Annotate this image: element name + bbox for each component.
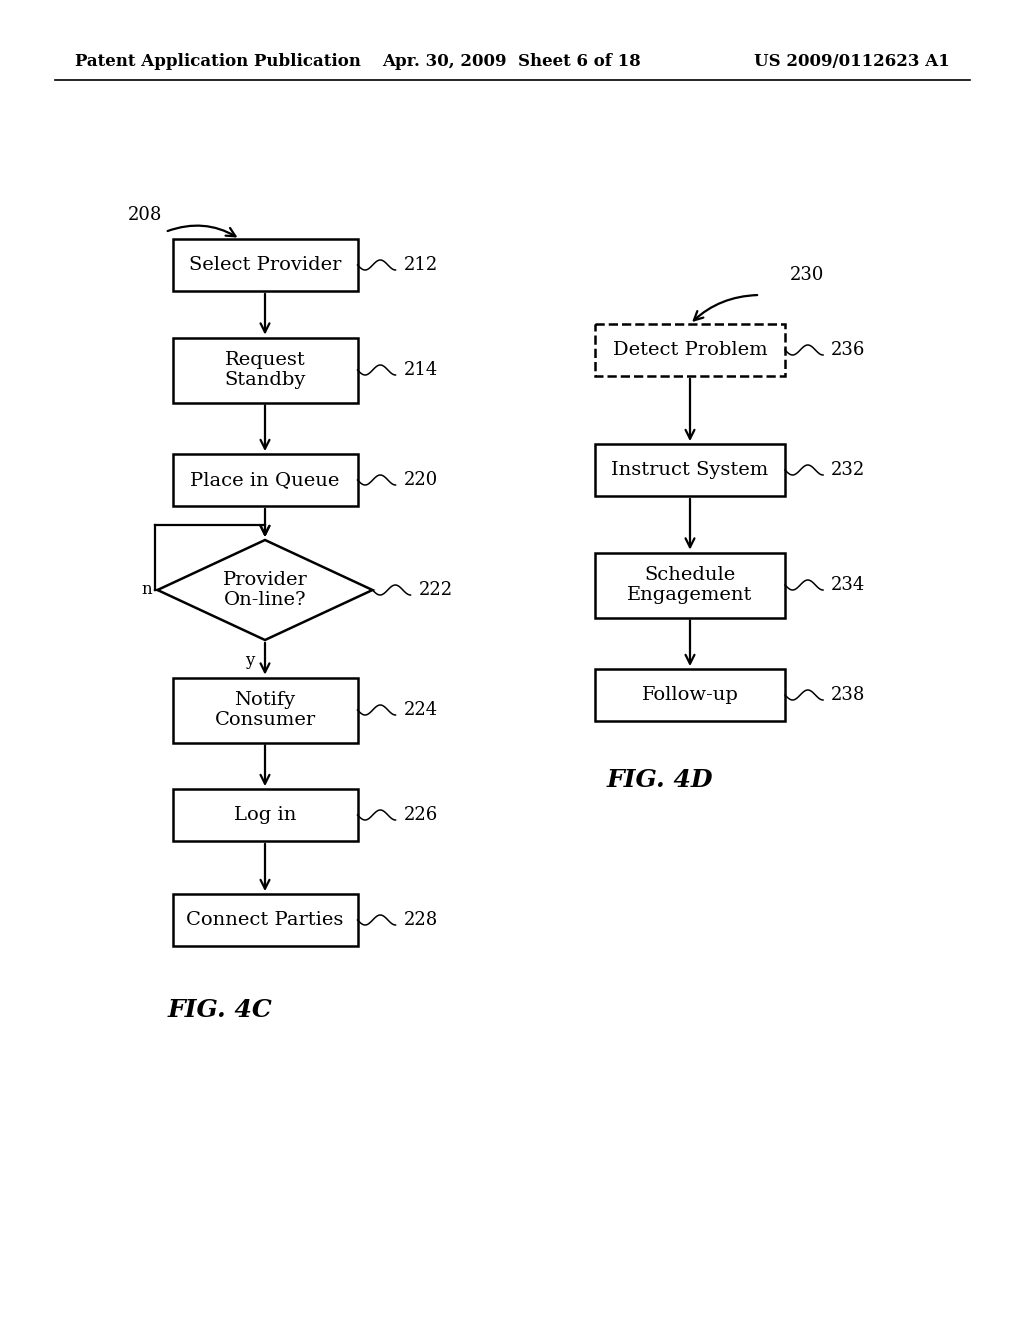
Text: y: y [246,652,255,669]
Text: 228: 228 [403,911,437,929]
Bar [172,454,357,506]
Text: Apr. 30, 2009  Sheet 6 of 18: Apr. 30, 2009 Sheet 6 of 18 [383,54,641,70]
Text: 230: 230 [790,267,824,284]
Text: 212: 212 [403,256,437,275]
Bar [172,338,357,403]
Text: Detect Problem: Detect Problem [612,341,767,359]
Text: 208: 208 [128,206,163,224]
Bar [172,789,357,841]
Text: 214: 214 [403,360,437,379]
Text: Select Provider: Select Provider [188,256,341,275]
Text: FIG. 4D: FIG. 4D [607,768,714,792]
Bar [595,444,785,496]
Bar [595,323,785,376]
Text: Place in Queue: Place in Queue [190,471,340,488]
Text: FIG. 4C: FIG. 4C [168,998,272,1022]
Text: Request
Standby: Request Standby [224,351,306,389]
Text: Follow-up: Follow-up [642,686,738,704]
Bar [595,553,785,618]
Bar [595,669,785,721]
Bar [172,239,357,290]
Text: 222: 222 [419,581,453,599]
Text: Patent Application Publication: Patent Application Publication [75,54,360,70]
Text: Instruct System: Instruct System [611,461,769,479]
Text: Connect Parties: Connect Parties [186,911,344,929]
Bar [172,677,357,742]
Text: Provider
On-line?: Provider On-line? [222,570,307,610]
Polygon shape [158,540,373,640]
Text: 220: 220 [403,471,437,488]
Text: 236: 236 [831,341,865,359]
Text: 238: 238 [831,686,865,704]
Bar [172,894,357,946]
Text: Notify
Consumer: Notify Consumer [214,690,315,730]
Text: 226: 226 [403,807,437,824]
Text: 234: 234 [831,576,865,594]
Text: US 2009/0112623 A1: US 2009/0112623 A1 [755,54,950,70]
Text: n: n [142,582,153,598]
Text: 232: 232 [831,461,865,479]
Text: Log in: Log in [233,807,296,824]
Text: Schedule
Engagement: Schedule Engagement [628,565,753,605]
Text: 224: 224 [403,701,437,719]
